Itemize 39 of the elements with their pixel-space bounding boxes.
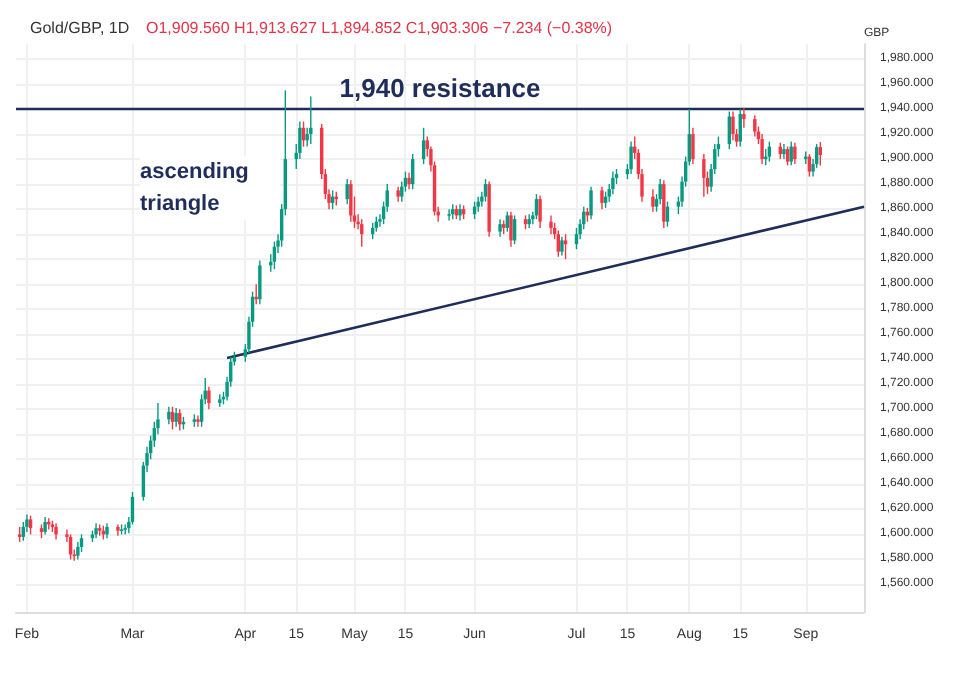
candlestick <box>560 235 564 257</box>
candlestick <box>538 194 542 229</box>
candlestick <box>793 142 797 165</box>
candlestick <box>123 523 127 536</box>
candlestick <box>611 170 615 195</box>
candlestick <box>345 178 349 205</box>
candlestick <box>483 178 488 203</box>
candlestick <box>527 213 531 229</box>
chart-subtitle: O1,909.560 H1,913.627 L1,894.852 C1,903.306 −7.234 (−0.38%) <box>146 19 613 37</box>
candlestick <box>662 179 666 229</box>
candlestick <box>487 180 491 238</box>
candlestick <box>658 178 662 205</box>
candlestick <box>702 153 706 198</box>
candlestick <box>174 407 178 428</box>
ref-line-label: 1,940 resistance <box>339 73 541 104</box>
annotation: ascending triangle <box>140 160 255 216</box>
candlestick <box>651 188 655 213</box>
candlestick <box>760 133 764 165</box>
candlestick <box>731 110 735 142</box>
candlestick <box>258 259 262 305</box>
candlestick <box>742 107 746 129</box>
candlestick <box>207 386 211 411</box>
candlestick <box>549 214 553 235</box>
candlestick <box>349 179 353 223</box>
candlestick <box>782 143 786 160</box>
candlestick <box>509 210 513 248</box>
candlestick <box>589 185 593 220</box>
candlestick <box>196 414 200 428</box>
candlestick <box>753 114 757 138</box>
candlestick <box>218 393 222 408</box>
chart-title: Gold/GBP, 1D <box>30 19 130 37</box>
candlestick <box>563 233 568 260</box>
candlestick <box>447 208 451 222</box>
candlestick <box>116 523 120 537</box>
candlestick <box>691 127 695 165</box>
candlestick <box>629 140 633 175</box>
candlestick <box>785 145 790 167</box>
candlestick <box>600 185 604 210</box>
candlestick <box>556 229 560 258</box>
